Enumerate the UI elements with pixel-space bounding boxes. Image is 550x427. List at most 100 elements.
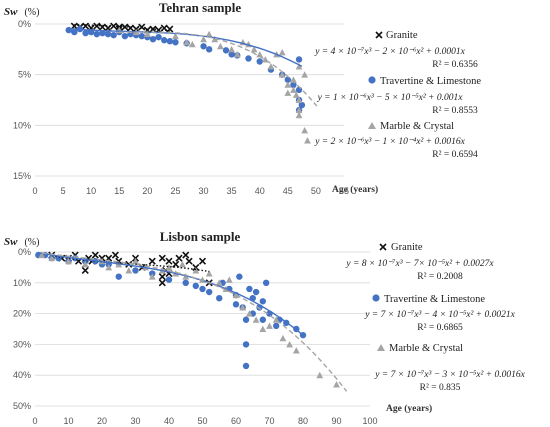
tehran-marble-crystal-point [290,76,297,83]
tehran-x-tick-label: 35 [227,186,237,196]
lisbon-travertine-limestone-point [262,279,270,286]
tehran-travertine-limestone-point [110,31,117,39]
tehran-y-tick-label: 5% [18,70,31,80]
lisbon-travertine-limestone-point [132,267,139,274]
lisbon-travertine-limestone-point [206,288,213,296]
tehran-granite-point [166,25,174,33]
tehran-granite-equation: y = 4 × 10⁻⁷x³ − 2 × 10⁻⁶x² + 0.0001x [314,47,465,57]
lisbon-travertine-limestone-point [199,285,206,293]
tehran-legend-granite-label: Granite [386,30,418,41]
tehran-x-tick-label: 25 [170,186,180,196]
tehran-marble-crystal-point [278,71,286,78]
lisbon-travertine-limestone-point [236,273,243,280]
lisbon-marble-crystal-point [179,260,186,268]
tehran-x-tick-label: 5 [61,186,66,196]
lisbon-granite-point [111,251,119,259]
lisbon-panel: Lisbon sample Sw (%) Age (years) 0% 10% 20… [4,229,526,426]
tehran-marble-crystal-point [290,86,297,93]
lisbon-granite-point [158,279,166,287]
lisbon-travertine-r2: R² = 0.6865 [417,323,463,333]
tehran-plot-area: 0% 5% 10% 15%0 5 10 15 20 25 30 35 40 45 50 55 [13,19,349,196]
lisbon-travertine-limestone-point [115,273,122,280]
tehran-marble-crystal-point [233,51,241,58]
lisbon-granite-point [158,273,166,281]
lisbon-travertine-limestone-point [192,282,199,290]
lisbon-marble-crystal-point [65,257,72,265]
tehran-x-tick-label: 10 [86,186,96,196]
lisbon-granite-point [148,257,156,265]
tehran-travertine-limestone-point [200,43,207,50]
tehran-travertine-limestone-point [295,56,303,63]
tehran-legend-travertine: Travertine & Limestone y = 1 × 10⁻⁶x³ − … [317,76,482,116]
lisbon-granite-point [182,251,190,259]
tehran-x-tick-label: 55 [339,186,349,196]
lisbon-x-tick-label: 90 [331,416,341,426]
lisbon-granite-point [81,266,89,275]
tehran-travertine-limestone-point [172,39,179,46]
lisbon-marble-crystal-trendline [41,252,348,392]
tehran-y-tick-label: 10% [13,120,31,130]
tehran-travertine-limestone-point [161,37,168,44]
tehran-travertine-limestone-point [82,29,89,37]
lisbon-marble-crystal-point [246,310,253,317]
lisbon-travertine-limestone-point [259,316,266,323]
lisbon-marble-crystal-point [105,264,113,271]
lisbon-marble-crystal-point [192,267,200,274]
lisbon-marble-crystal-point [48,254,56,262]
tehran-marble-crystal-point [200,35,207,43]
lisbon-marble-crystal-point [286,341,293,348]
tehran-marble-crystal-point [267,63,275,70]
lisbon-granite-point [172,260,180,268]
lisbon-marble-crystal-point [333,381,340,388]
tehran-marble-crystal-point [278,48,286,56]
lisbon-granite-point [91,251,99,259]
tehran-x-label: Age (years) [332,184,378,195]
tehran-title: Tehran sample [159,0,241,15]
triangle-marker-icon [377,344,385,351]
tehran-x-tick-label: 50 [311,186,321,196]
circle-marker-icon [368,76,376,84]
lisbon-granite-point [198,257,207,265]
lisbon-travertine-limestone-point [216,295,223,302]
tehran-marble-r2: R² = 0.6594 [432,150,478,160]
lisbon-travertine-limestone-point [259,298,266,305]
tehran-x-tick-label: 45 [283,186,293,196]
lisbon-marble-crystal-point [205,270,213,277]
tehran-legend-marble-label: Marble & Crystal [380,121,454,132]
tehran-marble-crystal-point [304,137,311,144]
lisbon-x-label: Age (years) [386,403,432,414]
tehran-granite-point [126,24,135,32]
lisbon-granite-equation: y = 8 × 10⁻⁷x³ − 7× 10⁻⁵x² + 0.0027x [345,259,494,269]
tehran-marble-crystal-point [301,71,309,78]
lisbon-y-tick-label: 50% [13,401,31,411]
lisbon-y-tick-label: 10% [13,278,31,288]
lisbon-legend-granite-label: Granite [391,242,423,253]
lisbon-marble-crystal-point [266,322,273,329]
tehran-travertine-limestone-point [121,32,129,40]
tehran-x-tick-label: 40 [255,186,265,196]
lisbon-x-tick-label: 10 [63,416,73,426]
tehran-travertine-limestone-point [155,33,162,41]
lisbon-marble-crystal-point [292,347,300,354]
tehran-marble-crystal-point [292,91,300,98]
lisbon-travertine-limestone-point [242,341,250,348]
lisbon-x-tick-label: 40 [164,416,174,426]
tehran-granite-point [121,23,129,31]
tehran-travertine-limestone-point [104,30,112,38]
lisbon-granite-point [165,257,173,265]
tehran-marble-crystal-point [301,127,309,134]
lisbon-x-tick-label: 0 [32,416,37,426]
lisbon-marble-crystal-point [259,325,267,332]
tehran-marble-equation: y = 2 × 10⁻⁶x³ − 1 × 10⁻⁴x² + 0.0016x [314,137,465,147]
tehran-travertine-limestone-point [222,47,230,54]
tehran-granite-point [81,22,90,30]
tehran-travertine-equation: y = 1 × 10⁻⁶x³ − 5 × 10⁻⁵x² + 0.001x [317,93,464,103]
lisbon-x-tick-label: 30 [130,416,140,426]
tehran-travertine-limestone-point [71,28,78,36]
tehran-marble-crystal-point [228,45,236,53]
lisbon-legend-granite: Granite y = 8 × 10⁻⁷x³ − 7× 10⁻⁵x² + 0.0… [345,242,494,282]
tehran-travertine-limestone-point [228,51,235,58]
tehran-granite-point [149,25,157,33]
triangle-marker-icon [368,122,376,129]
